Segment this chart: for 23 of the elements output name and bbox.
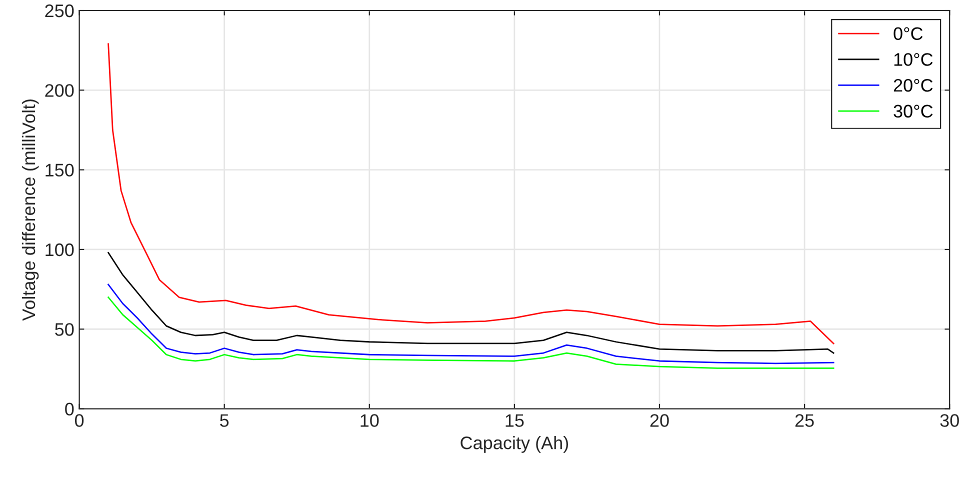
x-tick-label: 5 xyxy=(220,414,229,427)
y-tick-label: 0 xyxy=(65,402,74,416)
x-tick-label: 15 xyxy=(506,414,524,427)
x-tick-label: 0 xyxy=(74,414,84,427)
line-series xyxy=(108,296,834,369)
line-series xyxy=(108,43,834,344)
legend-label: 0°C xyxy=(894,27,923,40)
y-tick-label: 100 xyxy=(46,243,74,256)
line-series xyxy=(108,284,834,364)
legend-label: 30°C xyxy=(894,104,933,118)
x-tick-label: 25 xyxy=(795,414,814,427)
y-tick-label: 250 xyxy=(45,4,74,18)
y-tick-label: 200 xyxy=(45,84,74,97)
x-tick-label: 10 xyxy=(360,414,379,427)
y-tick-label: 150 xyxy=(46,164,74,177)
x-tick-label: 30 xyxy=(940,414,959,427)
y-tick-label: 50 xyxy=(55,323,74,336)
legend-label: 20°C xyxy=(894,78,933,92)
x-axis-title: Capacity (Ah) xyxy=(460,436,568,453)
y-axis-title: Voltage difference (milliVolt) xyxy=(22,100,39,321)
legend-label: 10°C xyxy=(894,53,933,66)
line-series xyxy=(108,252,834,354)
x-tick-label: 20 xyxy=(650,414,669,427)
